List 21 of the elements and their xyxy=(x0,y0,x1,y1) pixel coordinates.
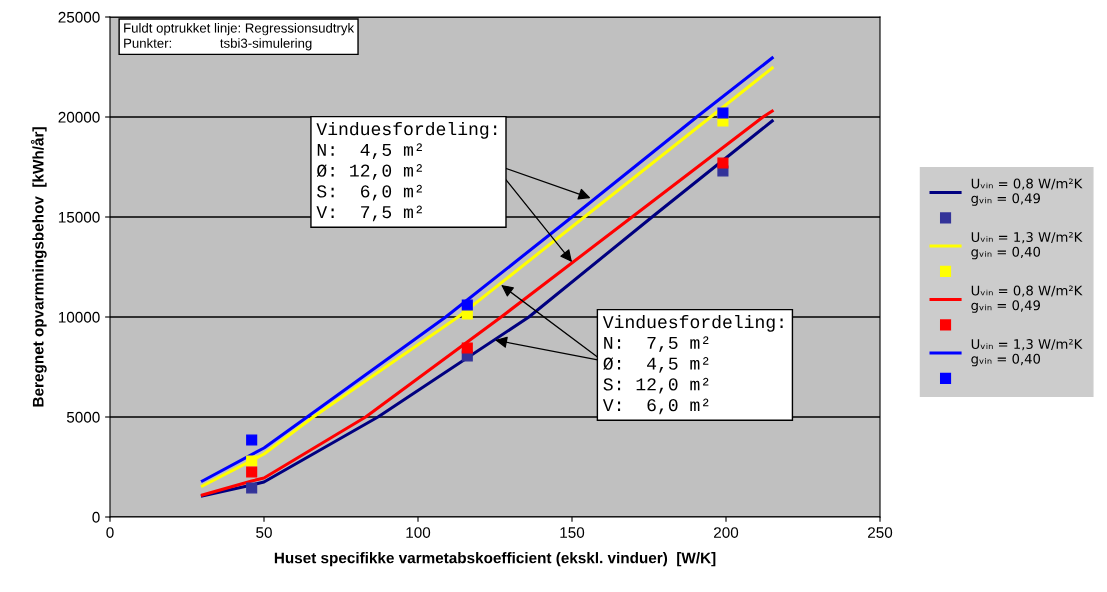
legend-label: Uᵥᵢₙ = 0,8 W/m²K gᵥᵢₙ = 0,49 xyxy=(971,285,1083,313)
y-tick-label: 15000 xyxy=(58,211,100,223)
annotation: Fuldt optrukket linje: Regressionsudtryk Punkter: tsbi3-simulering xyxy=(124,23,355,51)
y-tick-label: 0 xyxy=(92,511,100,523)
x-tick-label: 250 xyxy=(868,527,893,538)
legend-label: Uᵥᵢₙ = 0,8 W/m²K gᵥᵢₙ = 0,49 xyxy=(971,178,1083,206)
legend-label: Uᵥᵢₙ = 1,3 W/m²K gᵥᵢₙ = 0,40 xyxy=(971,339,1083,367)
y-tick-label: 25000 xyxy=(58,11,100,23)
annotation: Vinduesfordeling: N: 4,5 m² Ø: 12,0 m² S: 6,0 m² V: 7,5 m² xyxy=(316,122,497,222)
y-tick-label: 20000 xyxy=(58,111,100,123)
y-axis-title: Beregnet opvarmningsbehov [kWh/år] xyxy=(30,127,47,407)
y-tick-label: 5000 xyxy=(66,411,100,423)
legend-label: Uᵥᵢₙ = 1,3 W/m²K gᵥᵢₙ = 0,40 xyxy=(971,232,1083,260)
x-axis-title: Huset specifikke varmetabskoefficient (ekskl. vinduer) [W/K] xyxy=(274,552,716,567)
x-tick-label: 100 xyxy=(406,527,431,538)
annotation: Vinduesfordeling: N: 7,5 m² Ø: 4,5 m² S: 12,0 m² V: 6,0 m² xyxy=(602,315,783,415)
x-tick-label: 200 xyxy=(714,527,739,538)
y-tick-label: 10000 xyxy=(58,311,100,323)
x-tick-label: 150 xyxy=(560,527,585,538)
x-tick-label: 0 xyxy=(106,527,114,538)
x-tick-label: 50 xyxy=(256,527,272,538)
